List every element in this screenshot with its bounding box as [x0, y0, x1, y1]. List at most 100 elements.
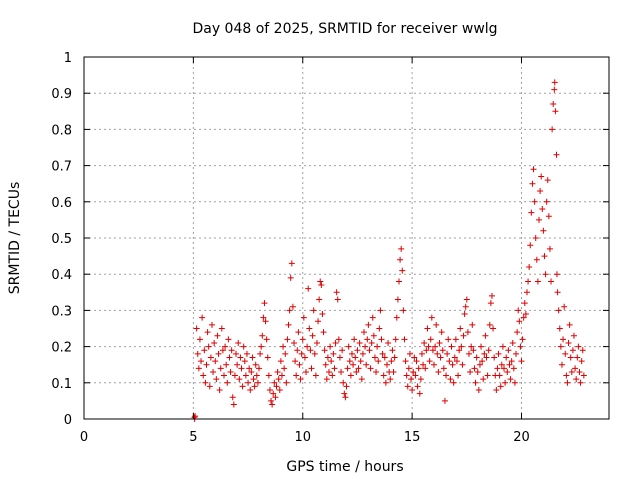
data-point	[551, 79, 558, 86]
y-axis-title: SRMTID / TECUs	[7, 182, 23, 295]
data-point	[312, 372, 319, 379]
data-point	[484, 372, 491, 379]
points-layer	[191, 79, 587, 422]
data-point	[326, 368, 332, 375]
data-point	[423, 347, 430, 354]
data-point	[401, 336, 408, 343]
data-point	[406, 350, 413, 357]
data-point	[211, 339, 218, 346]
data-point	[530, 166, 537, 173]
data-point	[473, 354, 480, 361]
data-point	[367, 365, 374, 372]
data-point	[212, 358, 219, 365]
data-point	[213, 376, 220, 383]
data-point	[223, 361, 230, 368]
data-point	[572, 365, 579, 372]
data-point	[540, 227, 547, 234]
y-tick-label: 0.2	[51, 341, 72, 356]
data-point	[246, 365, 253, 372]
data-point	[418, 350, 425, 357]
data-point	[389, 347, 396, 354]
data-point	[555, 307, 562, 314]
data-point	[574, 354, 581, 361]
data-point	[366, 347, 373, 354]
data-point	[455, 372, 462, 379]
data-point	[417, 376, 424, 383]
data-point	[456, 347, 463, 354]
data-point	[194, 350, 201, 357]
data-point	[300, 314, 307, 321]
data-point	[459, 361, 466, 368]
data-point	[346, 358, 353, 365]
data-point	[565, 339, 572, 346]
data-point	[504, 368, 511, 375]
data-point	[548, 278, 555, 285]
data-point	[195, 365, 202, 372]
data-point	[356, 339, 363, 346]
data-point	[517, 343, 524, 350]
data-point	[429, 347, 436, 354]
ticks-layer	[83, 56, 609, 420]
data-point	[435, 368, 442, 375]
data-point	[487, 300, 494, 307]
data-point	[460, 332, 467, 339]
data-point	[556, 325, 563, 332]
data-point	[551, 86, 558, 93]
data-point	[575, 343, 582, 350]
data-point	[321, 347, 328, 354]
data-point	[498, 361, 505, 368]
data-point	[198, 358, 205, 365]
data-point	[216, 387, 223, 394]
data-point	[383, 361, 390, 368]
data-point	[323, 376, 330, 383]
data-point	[228, 347, 235, 354]
data-point	[201, 347, 208, 354]
data-point	[205, 343, 212, 350]
data-point	[371, 354, 378, 361]
data-point	[264, 354, 271, 361]
data-point	[196, 336, 203, 343]
data-point	[289, 303, 296, 310]
data-point	[413, 358, 420, 365]
data-point	[272, 394, 279, 401]
data-point	[256, 365, 262, 372]
x-tick-label: 10	[294, 430, 311, 445]
data-point	[458, 343, 465, 350]
x-tick-labels: 0 5 10 15 20	[80, 430, 530, 445]
data-point	[265, 372, 272, 379]
data-point	[571, 332, 577, 339]
data-point	[446, 358, 453, 365]
data-point	[286, 307, 293, 314]
data-point	[525, 278, 532, 285]
data-point	[536, 216, 542, 223]
data-point	[502, 379, 509, 386]
grid-layer	[84, 57, 609, 419]
data-point	[316, 296, 323, 303]
data-point	[480, 376, 487, 383]
data-point	[470, 347, 477, 354]
data-point	[339, 347, 346, 354]
data-point	[553, 151, 560, 158]
data-point	[501, 365, 507, 372]
data-point	[457, 325, 464, 332]
data-point	[385, 339, 392, 346]
data-point	[467, 368, 474, 375]
data-point	[354, 347, 361, 354]
data-point	[250, 376, 257, 383]
data-point	[306, 325, 313, 332]
data-point	[445, 336, 452, 343]
data-point	[444, 350, 451, 357]
data-point	[499, 343, 506, 350]
data-point	[221, 372, 227, 379]
data-point	[214, 332, 221, 339]
data-point	[396, 278, 402, 285]
data-point	[508, 358, 515, 365]
data-point	[203, 361, 210, 368]
data-point	[563, 372, 570, 379]
data-point	[463, 296, 470, 303]
data-point	[510, 365, 517, 372]
data-point	[398, 245, 405, 252]
data-point	[236, 376, 243, 383]
data-point	[238, 365, 245, 372]
data-point	[230, 401, 237, 408]
